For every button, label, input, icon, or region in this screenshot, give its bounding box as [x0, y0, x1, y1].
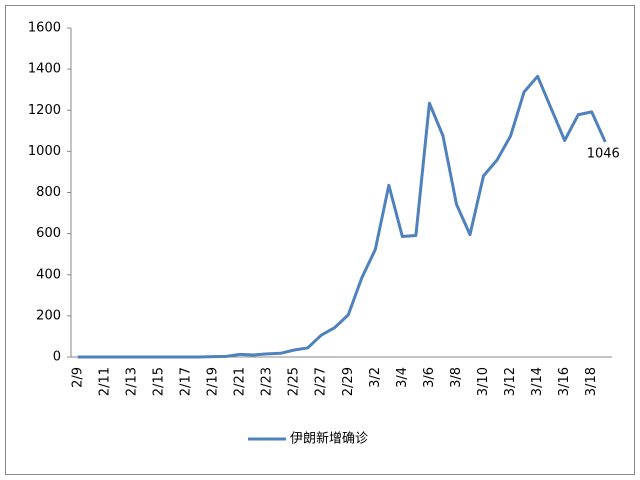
x-tick-label: 2/9: [70, 367, 85, 388]
x-tick-label: 3/10: [476, 367, 491, 396]
y-tick-label: 200: [36, 308, 61, 323]
x-tick-label: 2/25: [287, 367, 302, 396]
y-tick-label: 800: [36, 185, 61, 200]
chart-border: [5, 5, 635, 475]
y-tick-label: 1600: [28, 21, 61, 36]
y-tick-label: 400: [36, 267, 61, 282]
y-tick-label: 1200: [28, 103, 61, 118]
x-tick-label: 3/12: [503, 367, 518, 396]
x-tick-label: 2/23: [260, 367, 275, 396]
x-tick-label: 2/13: [124, 367, 139, 396]
y-tick-label: 600: [36, 226, 61, 241]
x-tick-label: 3/2: [368, 367, 383, 388]
x-tick-label: 2/29: [341, 367, 356, 396]
legend-label: 伊朗新增确诊: [290, 431, 368, 447]
y-tick-label: 1000: [28, 144, 61, 159]
series-line: [77, 74, 607, 359]
x-tick-label: 3/16: [557, 367, 572, 396]
data-label: 1046: [587, 146, 620, 161]
x-tick-label: 2/17: [178, 367, 193, 396]
x-tick-label: 2/15: [151, 367, 166, 396]
x-tick-label: 2/27: [314, 367, 329, 396]
x-tick-label: 2/21: [233, 367, 248, 396]
y-tick-label: 1400: [28, 62, 61, 77]
y-tick-label: 0: [53, 350, 61, 365]
x-tick-label: 3/6: [422, 367, 437, 388]
x-tick-label: 3/18: [584, 367, 599, 396]
x-tick-label: 3/8: [449, 367, 464, 388]
x-tick-label: 3/14: [530, 367, 545, 396]
x-tick-label: 2/11: [97, 367, 112, 396]
x-tick-label: 2/19: [206, 367, 221, 396]
x-tick-label: 3/4: [395, 367, 410, 388]
